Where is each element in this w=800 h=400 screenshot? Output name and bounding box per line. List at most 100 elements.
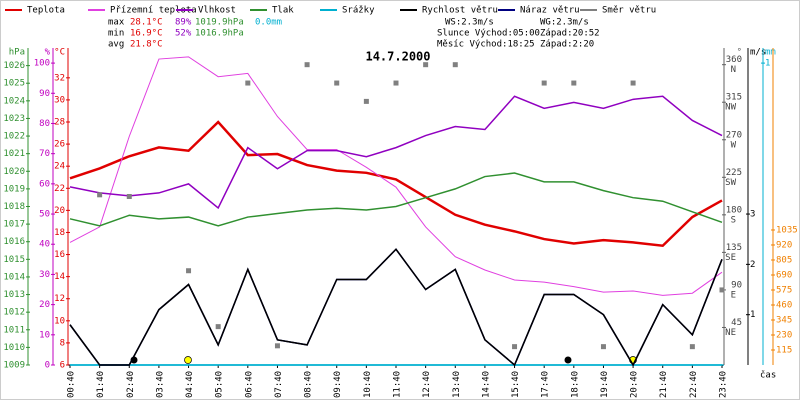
direction-marker xyxy=(245,80,251,86)
legend-label: Srážky xyxy=(342,6,375,16)
y-tick-label: 12 xyxy=(54,294,65,304)
y-tick-label: 20 xyxy=(39,300,50,310)
direction-marker xyxy=(689,344,695,350)
direction-marker xyxy=(571,80,577,86)
y-tick-label: 360 xyxy=(726,55,742,65)
direction-marker xyxy=(452,62,458,68)
y-tick-name: S xyxy=(731,215,736,225)
stat-min: 52% xyxy=(175,29,192,39)
y-tick-label: 50 xyxy=(39,210,50,220)
stat-max: 28.1°C xyxy=(130,18,163,28)
info-moon-set: Západ:2:20 xyxy=(540,40,594,50)
direction-marker xyxy=(719,287,725,293)
stat-max: 89% xyxy=(175,18,192,28)
y-tick-label: 1016 xyxy=(3,237,25,247)
x-tick-label: 14:40 xyxy=(481,371,491,398)
y-tick-label: 1013 xyxy=(3,290,25,300)
x-tick-label: 00:40 xyxy=(67,371,77,398)
x-tick-label: 12:40 xyxy=(422,371,432,398)
direction-marker xyxy=(274,343,280,349)
direction-marker xyxy=(541,80,547,86)
y-tick-label: 1024 xyxy=(3,96,25,106)
legend-label: Přízemní teplota xyxy=(110,6,197,16)
sun-marker xyxy=(184,356,192,364)
moon-marker xyxy=(564,356,572,364)
y-tick-label: 90 xyxy=(39,89,50,99)
y-tick-label: 270 xyxy=(726,130,742,140)
y-tick-label: 1019 xyxy=(3,184,25,194)
stat-min: min xyxy=(108,29,124,39)
x-tick-label: 22:40 xyxy=(689,371,699,398)
direction-marker xyxy=(630,80,636,86)
y-tick-label: 22 xyxy=(54,184,65,194)
y-tick-label: 26 xyxy=(54,140,65,150)
axis-unit: ° xyxy=(737,48,742,58)
y-tick-label: 1011 xyxy=(3,325,25,335)
x-tick-label: 01:40 xyxy=(96,371,106,398)
axis-unit: m/s xyxy=(750,48,766,58)
x-tick-label: 09:40 xyxy=(333,371,343,398)
x-tick-label: 05:40 xyxy=(215,371,225,398)
series-line xyxy=(69,172,723,227)
y-tick-label: 100 xyxy=(34,59,50,69)
legend-label: Tlak xyxy=(272,6,294,16)
direction-marker xyxy=(304,62,310,68)
info-ws: WS:2.3m/s xyxy=(445,18,494,28)
direction-marker xyxy=(600,344,606,350)
stat-max: 1019.9hPa xyxy=(195,18,244,28)
y-tick-label: 575 xyxy=(776,285,792,295)
y-tick-label: 60 xyxy=(39,179,50,189)
info-sun-set: Západ:20:52 xyxy=(540,29,600,39)
direction-marker xyxy=(186,268,192,274)
x-tick-label: 17:40 xyxy=(541,371,551,398)
y-tick-label: 24 xyxy=(54,162,65,172)
stat-avg: avg xyxy=(108,40,124,50)
x-tick-label: 21:40 xyxy=(659,371,669,398)
y-tick-label: 1010 xyxy=(3,343,25,353)
y-tick-label: 70 xyxy=(39,149,50,159)
y-tick-name: N xyxy=(731,65,736,75)
y-tick-label: 135 xyxy=(726,243,742,253)
stat-avg: 21.8°C xyxy=(130,40,163,50)
direction-marker xyxy=(393,80,399,86)
y-tick-label: 1035 xyxy=(776,225,798,235)
y-tick-label: 18 xyxy=(54,228,65,238)
x-tick-label: 19:40 xyxy=(600,371,610,398)
series-line xyxy=(69,95,723,210)
y-tick-label: 30 xyxy=(54,95,65,105)
y-tick-label: 28 xyxy=(54,118,65,128)
y-tick-label: 20 xyxy=(54,206,65,216)
x-tick-label: 08:40 xyxy=(304,371,314,398)
legend-label: Směr větru xyxy=(602,6,656,16)
y-tick-label: 115 xyxy=(776,345,792,355)
y-tick-label: 80 xyxy=(39,119,50,129)
y-tick-label: 40 xyxy=(39,240,50,250)
y-tick-label: 180 xyxy=(726,205,742,215)
x-tick-label: 15:40 xyxy=(511,371,521,398)
axis-unit: °C xyxy=(54,48,65,58)
axis-unit: hPa xyxy=(9,48,25,58)
y-tick-label: 225 xyxy=(726,168,742,178)
x-tick-label: 02:40 xyxy=(126,371,136,398)
legend-label: Teplota xyxy=(27,6,65,16)
y-tick-label: 90 xyxy=(731,280,742,290)
x-tick-label: 13:40 xyxy=(452,371,462,398)
info-wg: WG:2.3m/s xyxy=(540,18,589,28)
stat-min: 1016.9hPa xyxy=(195,29,244,39)
legend-label: Vlhkost xyxy=(198,6,236,16)
y-tick-name: W xyxy=(731,140,737,150)
y-tick-label: 16 xyxy=(54,250,65,260)
x-tick-label: 10:40 xyxy=(363,371,373,398)
direction-marker xyxy=(363,98,369,104)
y-tick-label: 1 xyxy=(750,310,755,320)
y-tick-name: SW xyxy=(725,178,736,188)
stat-min: 16.9°C xyxy=(130,29,163,39)
y-tick-label: 1018 xyxy=(3,202,25,212)
y-tick-name: E xyxy=(731,290,736,300)
y-tick-label: 1015 xyxy=(3,255,25,265)
y-tick-label: 2 xyxy=(750,260,755,270)
axis-unit: % xyxy=(45,48,51,58)
series-line xyxy=(69,56,723,296)
